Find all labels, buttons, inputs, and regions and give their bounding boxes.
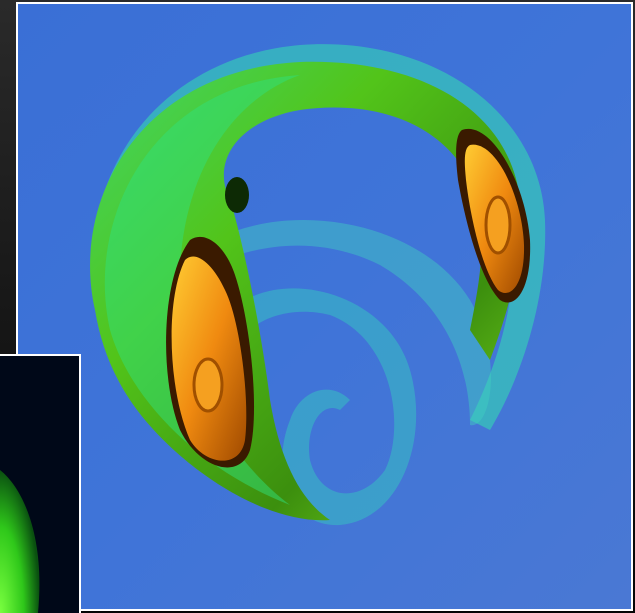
green-highlight (104, 75, 300, 505)
cutout-right-ring (484, 195, 512, 255)
inner-ribbon (215, 220, 491, 426)
cutout-left-ring (192, 357, 224, 413)
inset-blob (0, 470, 40, 613)
hole (225, 177, 249, 213)
outer-ribbon (94, 44, 546, 430)
